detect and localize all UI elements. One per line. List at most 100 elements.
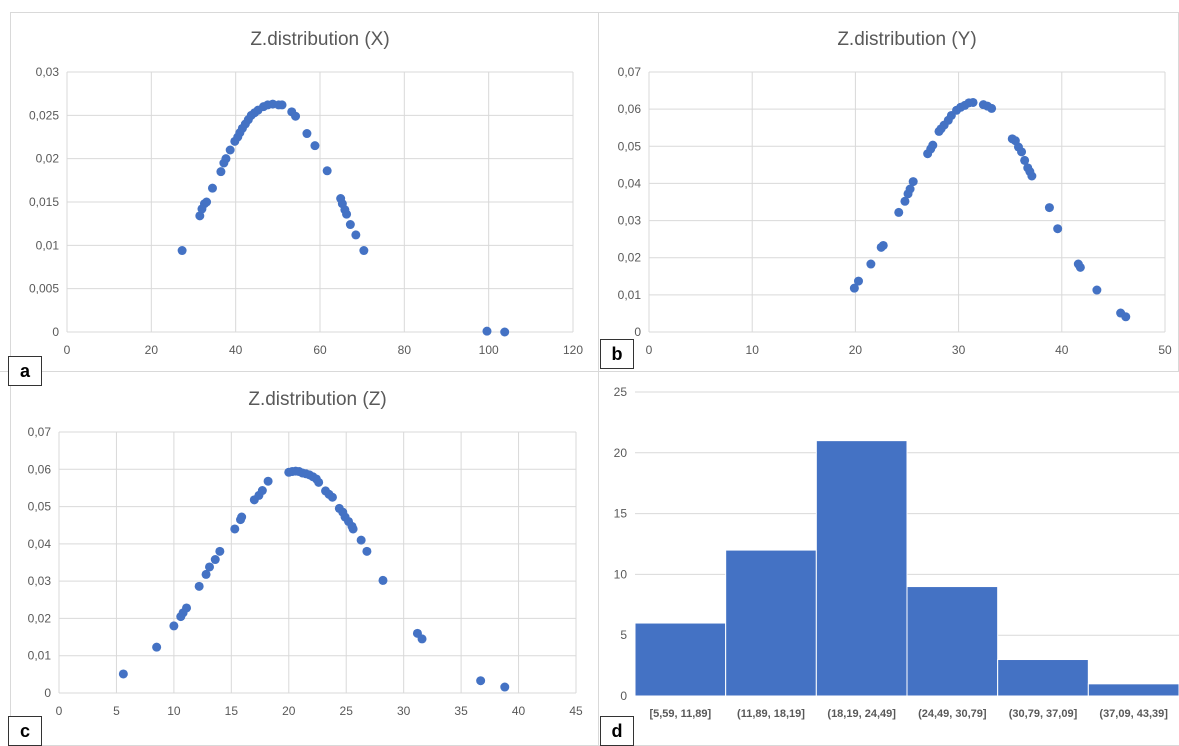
- data-point: [476, 676, 486, 686]
- data-point: [322, 166, 332, 176]
- y-tick-label: 0,05: [28, 500, 52, 514]
- data-point: [928, 140, 938, 150]
- data-point: [169, 621, 179, 631]
- x-tick-label: 0: [646, 343, 653, 357]
- scatter-chart-z: Z.distribution (Z) 0 0,01 0,02 0,03 0,04 0,05 0…: [28, 389, 583, 718]
- x-tick-label: 50: [1158, 343, 1172, 357]
- y-tick-label: 20: [614, 446, 628, 460]
- x-tick-label: 30: [397, 704, 411, 718]
- y-tick-label: 0,01: [36, 238, 60, 252]
- data-point: [152, 642, 162, 652]
- data-point: [225, 145, 235, 155]
- panel-divider-horizontal: [0, 371, 1179, 372]
- data-point: [1020, 155, 1030, 165]
- x-tick-label: 40: [1055, 343, 1069, 357]
- data-point: [210, 555, 220, 565]
- data-point: [195, 211, 205, 221]
- data-point: [302, 129, 312, 139]
- x-tick-label: 120: [563, 343, 583, 357]
- histogram-bar: [1087, 683, 1179, 697]
- x-tick-label: 0: [64, 343, 71, 357]
- panel-divider-vertical: [598, 12, 599, 746]
- x-category-label: (24,49, 30,79]: [918, 708, 987, 720]
- y-tick-label: 0,005: [29, 282, 59, 296]
- x-category-label: [5,59, 11,89]: [649, 708, 711, 720]
- data-point: [849, 283, 859, 293]
- x-tick-label: 5: [113, 704, 120, 718]
- data-point: [201, 569, 211, 579]
- data-point: [310, 141, 320, 151]
- chart-title: Z.distribution (Z): [248, 389, 386, 410]
- x-tick-label: 35: [454, 704, 468, 718]
- y-tick-label: 15: [614, 507, 628, 521]
- data-point: [177, 246, 187, 256]
- y-tick-label: 0,025: [29, 108, 59, 122]
- data-point: [900, 196, 910, 206]
- chart-panel-c: Z.distribution (Z) 0 0,01 0,02 0,03 0,04 0,05 0…: [11, 372, 598, 745]
- chart-panel-d: 0 5 10 15 20 25 [5,59, 11,89] (11,89, 18,19] (18…: [599, 372, 1179, 745]
- data-point: [500, 327, 510, 337]
- data-point: [182, 603, 192, 613]
- y-tick-label: 0,02: [36, 152, 60, 166]
- data-point: [359, 246, 369, 256]
- data-point: [1092, 285, 1102, 295]
- x-tick-label: 20: [849, 343, 863, 357]
- data-point: [345, 220, 355, 230]
- panel-tag-b: b: [600, 339, 634, 369]
- data-point: [362, 546, 372, 556]
- y-tick-label: 0: [44, 686, 51, 700]
- data-point: [878, 240, 888, 250]
- chart-title: Z.distribution (Y): [837, 29, 976, 50]
- y-tick-label: 0,04: [28, 537, 52, 551]
- data-point: [1027, 171, 1037, 181]
- x-tick-label: 25: [340, 704, 354, 718]
- x-tick-label: 15: [225, 704, 239, 718]
- x-tick-label: 80: [398, 343, 412, 357]
- y-tick-label: 0: [52, 325, 59, 339]
- data-point: [205, 562, 215, 572]
- data-point: [348, 524, 358, 534]
- data-point: [1075, 262, 1085, 272]
- y-tick-label: 0: [620, 689, 627, 703]
- data-point: [356, 535, 366, 545]
- data-point: [257, 486, 267, 496]
- data-point: [202, 197, 212, 207]
- chart-panel-b: Z.distribution (Y) 0 0,01 0,02 0,03 0,04 0,05 0…: [599, 13, 1178, 370]
- y-tick-label: 0,07: [618, 65, 642, 79]
- y-tick-label: 25: [614, 385, 628, 399]
- data-point: [853, 276, 863, 286]
- data-point: [908, 177, 918, 187]
- data-point: [905, 184, 915, 194]
- data-point: [207, 183, 217, 193]
- histogram-bar: [634, 622, 727, 697]
- data-point: [500, 682, 510, 692]
- y-tick-label: 5: [620, 628, 627, 642]
- data-point: [351, 230, 361, 240]
- y-tick-label: 0,03: [28, 574, 52, 588]
- data-point: [291, 111, 301, 121]
- x-tick-label: 30: [952, 343, 966, 357]
- data-point: [1121, 312, 1131, 322]
- data-point: [866, 259, 876, 269]
- histogram-bar: [725, 549, 817, 697]
- data-point: [221, 154, 231, 164]
- x-tick-label: 100: [479, 343, 499, 357]
- y-tick-label: 0,01: [618, 288, 642, 302]
- data-point: [894, 207, 904, 217]
- data-point: [968, 97, 978, 107]
- x-tick-label: 40: [512, 704, 526, 718]
- chart-title: Z.distribution (X): [250, 29, 389, 50]
- panel-tag-d: d: [600, 716, 634, 746]
- y-tick-label: 0: [634, 325, 641, 339]
- data-point: [118, 669, 128, 679]
- scatter-chart-y: Z.distribution (Y) 0 0,01 0,02 0,03 0,04 0,05 0…: [618, 29, 1172, 357]
- data-point: [327, 492, 337, 502]
- x-tick-label: 10: [167, 704, 181, 718]
- data-point: [1053, 224, 1063, 234]
- y-tick-label: 0,03: [36, 65, 60, 79]
- y-tick-label: 0,06: [28, 462, 52, 476]
- y-tick-label: 0,02: [28, 611, 52, 625]
- data-point: [194, 581, 204, 591]
- panel-tag-a: a: [8, 356, 42, 386]
- y-tick-label: 0,01: [28, 649, 52, 663]
